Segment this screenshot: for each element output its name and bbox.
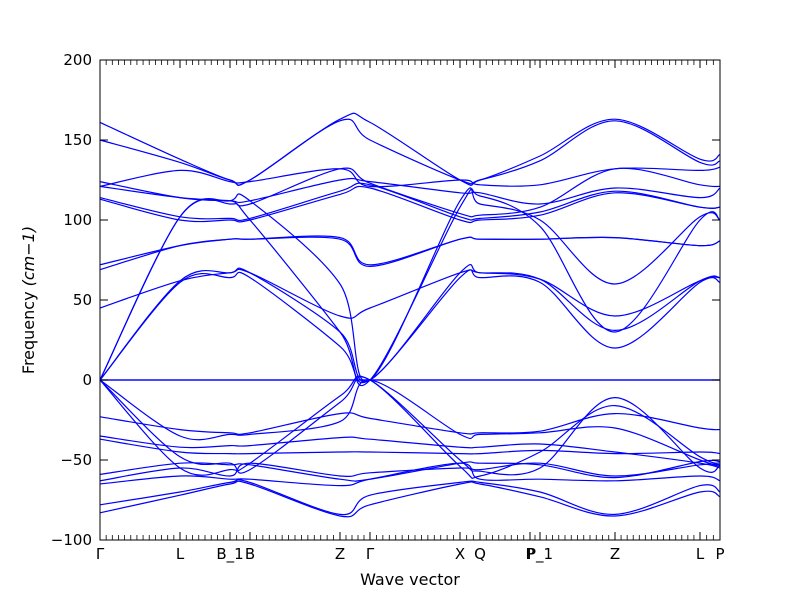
band-line: [99, 412, 721, 435]
axis-ticks: [99, 59, 721, 541]
y-axis-label: Frequency (cm−1): [19, 226, 38, 374]
x-tick-label: Γ: [366, 545, 375, 563]
band-line: [99, 479, 721, 516]
x-tick-labels: Γ L B_1 B Z Γ X Q PP_1 Z L P: [96, 545, 725, 564]
band-line: [99, 235, 721, 266]
band-line: [99, 166, 721, 188]
x-tick-label: L: [176, 545, 185, 563]
x-tick-label: P: [525, 545, 534, 563]
band-line: [99, 438, 721, 455]
band-line: [99, 112, 721, 186]
band-line: [99, 185, 721, 224]
x-tick-label: Q: [474, 545, 486, 563]
x-tick-label: Z: [610, 545, 620, 563]
band-line: [99, 187, 721, 383]
x-tick-label: B: [245, 545, 255, 563]
x-axis-label: Wave vector: [360, 570, 460, 589]
y-tick-label: −50: [60, 451, 92, 469]
band-lines: [99, 112, 721, 518]
x-tick-label: Γ: [96, 545, 105, 563]
band-line: [99, 182, 721, 222]
y-tick-label: −100: [51, 531, 92, 549]
band-line: [99, 376, 721, 479]
band-line: [99, 264, 721, 383]
y-tick-label: 100: [63, 211, 92, 229]
y-tick-label: 200: [63, 51, 92, 69]
x-tick-label: P_1: [527, 545, 553, 564]
band-line: [99, 268, 721, 319]
x-tick-label: B_1: [216, 545, 243, 564]
y-tick-label: 0: [82, 371, 92, 389]
y-axis-label-text: Frequency: [19, 291, 38, 374]
x-tick-label: P: [715, 545, 724, 563]
band-line: [99, 459, 721, 482]
x-tick-label: Z: [335, 545, 345, 563]
band-line: [99, 269, 721, 384]
x-tick-label: L: [696, 545, 705, 563]
y-tick-labels: −100 −50 0 50 100 150 200: [51, 51, 92, 549]
band-line: [99, 379, 721, 467]
y-tick-label: 50: [73, 291, 92, 309]
x-tick-label: X: [455, 545, 465, 563]
band-line: [99, 188, 721, 387]
band-line: [99, 480, 721, 518]
y-tick-label: 150: [63, 131, 92, 149]
band-line: [99, 435, 721, 469]
band-line: [99, 118, 721, 186]
band-line: [99, 236, 721, 271]
y-axis-unit: (cm−1): [19, 226, 38, 286]
plot-frame: [99, 59, 721, 541]
band-line: [99, 462, 721, 482]
band-line: [99, 375, 721, 476]
